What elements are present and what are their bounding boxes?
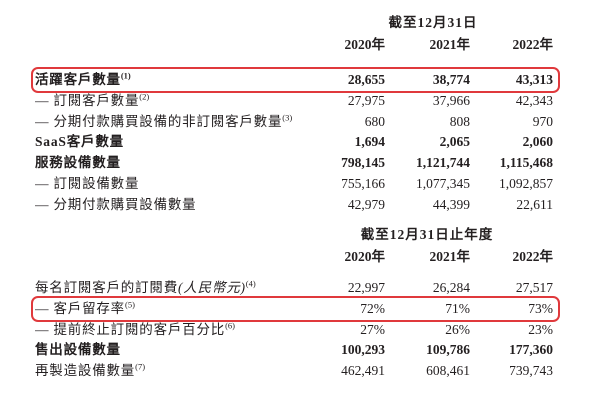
footnote-ref: (2) xyxy=(139,91,150,102)
metric-value: 42,343 xyxy=(515,92,553,108)
table-row: SaaS客戶數量 1,694 2,065 2,060 xyxy=(35,132,553,153)
metric-value: 808 xyxy=(449,113,470,129)
metric-value: 1,694 xyxy=(354,134,385,150)
year-header-2020: 2020年 xyxy=(344,249,386,264)
metric-value: 1,115,468 xyxy=(499,155,553,171)
metric-value: 798,145 xyxy=(341,155,385,171)
year-header-2021: 2021年 xyxy=(429,249,471,264)
footnote-ref: (7) xyxy=(135,361,146,372)
year-header-spacer xyxy=(35,34,295,56)
table-row: — 分期付款購買設備的非訂閱客戶數量(3) 680 808 970 xyxy=(35,112,553,133)
year-header-spacer xyxy=(35,246,295,268)
year-header-2022: 2022年 xyxy=(512,37,554,52)
table-row: — 訂閱客戶數量(2) 27,975 37,966 42,343 xyxy=(35,91,553,112)
metric-value: 2,060 xyxy=(522,134,553,150)
metric-value: 28,655 xyxy=(347,72,385,87)
year-header-2020: 2020年 xyxy=(344,37,386,52)
metric-value: 22,997 xyxy=(347,280,385,295)
footnote-ref: (1) xyxy=(120,70,131,81)
metric-value: 22,611 xyxy=(516,196,553,212)
table-row: 每名訂閱客戶的訂閱費(人民幣元)(4) 22,997 26,284 27,517 xyxy=(35,278,553,299)
metric-label: — 客戶留存率(5) xyxy=(35,299,135,316)
table-row: — 訂閱設備數量 755,166 1,077,345 1,092,857 xyxy=(35,174,553,195)
metric-value: 27,517 xyxy=(515,280,553,295)
metric-label-unit: (人民幣元) xyxy=(178,280,246,295)
year-header-row: 2020年 2021年 2022年 xyxy=(35,246,554,268)
metric-value: 970 xyxy=(532,113,553,129)
period-header: 截至12月31日 xyxy=(388,15,478,30)
metric-value: 2,065 xyxy=(439,134,470,150)
table-operating-metrics: 截至12月31日 2020年 2021年 2022年 活躍客戶數量(1) 28,6… xyxy=(31,12,560,216)
table-row: — 分期付款購買設備數量 42,979 44,399 22,611 xyxy=(35,195,553,216)
metric-value: 37,966 xyxy=(432,92,470,108)
year-header-2021: 2021年 xyxy=(429,37,471,52)
table-row: 服務設備數量 798,145 1,121,744 1,115,468 xyxy=(35,153,553,174)
table-body: 每名訂閱客戶的訂閱費(人民幣元)(4) 22,997 26,284 27,517— 客… xyxy=(31,278,560,382)
metric-value: 27% xyxy=(360,321,385,337)
year-header-row: 2020年 2021年 2022年 xyxy=(35,34,554,56)
metric-value: 38,774 xyxy=(432,72,470,87)
metric-label: SaaS客戶數量 xyxy=(35,134,124,150)
metric-label: 再製造設備數量(7) xyxy=(35,361,146,379)
metric-value: 739,743 xyxy=(509,363,553,379)
metric-value: 73% xyxy=(528,300,553,316)
metric-value: 177,360 xyxy=(509,342,553,358)
metric-label: — 訂閱設備數量 xyxy=(35,175,140,191)
metric-value: 1,121,744 xyxy=(416,155,470,171)
metric-value: 109,786 xyxy=(426,342,470,358)
table-row: — 提前終止訂閱的客戶百分比(6) 27% 26% 23% xyxy=(35,320,553,341)
period-header: 截至12月31日止年度 xyxy=(360,227,494,242)
metric-label: — 分期付款購買設備數量 xyxy=(35,196,197,212)
metric-value: 42,979 xyxy=(347,196,385,212)
period-header-row: 截至12月31日止年度 xyxy=(35,224,553,246)
metric-value: 72% xyxy=(360,300,385,316)
metric-label: — 訂閱客戶數量(2) xyxy=(35,91,150,108)
metric-value: 43,313 xyxy=(515,72,553,87)
table-row: — 客戶留存率(5) 72% 71% 73% xyxy=(31,295,560,322)
period-header-row: 截至12月31日 xyxy=(35,12,553,34)
footnote-ref: (6) xyxy=(225,320,235,331)
metric-value: 26% xyxy=(445,321,470,337)
metric-label: — 分期付款購買設備的非訂閱客戶數量(3) xyxy=(35,112,293,129)
metric-value: 27,975 xyxy=(347,92,385,108)
metric-value: 100,293 xyxy=(341,342,385,358)
table-body: 活躍客戶數量(1) 28,655 38,774 43,313 — 訂閱客戶數量(2) 27… xyxy=(31,67,560,216)
metric-value: 608,461 xyxy=(426,363,470,379)
metric-value: 462,491 xyxy=(341,363,385,379)
metric-value: 71% xyxy=(445,300,470,316)
table-row: 活躍客戶數量(1) 28,655 38,774 43,313 xyxy=(31,67,560,93)
metric-label: 活躍客戶數量(1) xyxy=(35,70,131,87)
metric-label: — 提前終止訂閱的客戶百分比(6) xyxy=(35,320,235,337)
metric-label: 服務設備數量 xyxy=(35,155,121,171)
table-row: 再製造設備數量(7) 462,491 608,461 739,743 xyxy=(35,361,553,382)
metric-value: 44,399 xyxy=(432,196,470,212)
metric-label: 每名訂閱客戶的訂閱費(人民幣元)(4) xyxy=(35,278,256,295)
metric-value: 23% xyxy=(528,321,553,337)
metric-value: 680 xyxy=(364,113,385,129)
metric-value: 1,092,857 xyxy=(499,175,553,191)
table-subscription-metrics: 截至12月31日止年度 2020年 2021年 2022年 每名訂閱客戶的訂閱費… xyxy=(31,224,560,382)
metric-value: 1,077,345 xyxy=(416,175,470,191)
metric-label: 售出設備數量 xyxy=(35,342,121,358)
metric-value: 26,284 xyxy=(432,280,470,295)
table-row: 售出設備數量 100,293 109,786 177,360 xyxy=(35,340,553,361)
footnote-ref: (3) xyxy=(282,112,293,123)
metric-value: 755,166 xyxy=(341,175,385,191)
footnote-ref: (4) xyxy=(245,278,256,289)
year-header-2022: 2022年 xyxy=(512,249,554,264)
footnote-ref: (5) xyxy=(124,299,135,310)
